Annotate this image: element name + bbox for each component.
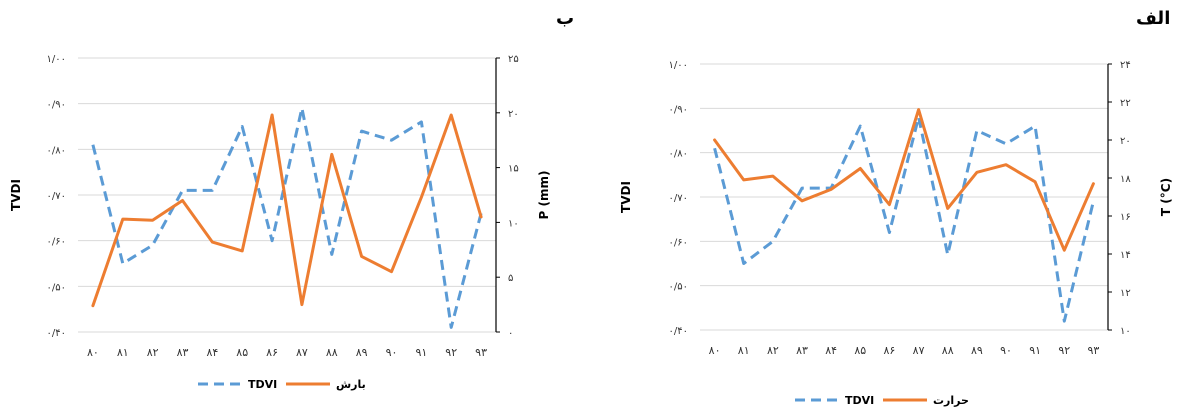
chart-temperature-tvdi: ۰/۴۰ ۰/۵۰ ۰/۶۰ ۰/۷۰ ۰/۸۰ ۰/۹۰ ۱/۰۰ ۱۰ ۱۲ ۱۴ ۱۶ ۱۸ ۲۰… <box>619 60 1173 407</box>
legend-label-tdvi: TDVI <box>845 394 874 407</box>
x-tick-label: ۹۰ <box>386 346 398 359</box>
right-tick-label: ۱۸ <box>1120 174 1131 185</box>
right-tick-label: ۲۴ <box>1120 60 1131 71</box>
series-line-orange <box>713 108 1095 252</box>
x-tick-label: ۹۳ <box>1088 344 1100 357</box>
x-tick-label: ۸۷ <box>296 346 308 359</box>
left-tick-label: ۰/۶۰ <box>47 237 66 248</box>
chart-precipitation-tvdi: ۰/۴۰ ۰/۵۰ ۰/۶۰ ۰/۷۰ ۰/۸۰ ۰/۹۰ ۱/۰۰ ۰ ۵ ۱۰ ۱۵ ۲۰ ۲۵ ۸۰… <box>9 54 551 391</box>
x-tick-label: ۸۴ <box>825 344 837 357</box>
right-axis-title: T (°C) <box>1159 178 1173 216</box>
x-tick-label: ۸۳ <box>796 344 808 357</box>
right-tick-label: ۱۰ <box>1120 326 1131 337</box>
x-tick-label: ۸۵ <box>854 344 866 357</box>
x-tick-label: ۹۱ <box>415 346 427 359</box>
right-tick-label: ۰ <box>508 328 513 339</box>
left-tick-label: ۰/۴۰ <box>47 328 66 339</box>
right-tick-label: ۱۴ <box>1120 250 1131 261</box>
left-tick-label: ۰/۴۰ <box>669 326 688 337</box>
left-tick-label: ۰/۷۰ <box>47 191 66 202</box>
left-tick-label: ۰/۵۰ <box>47 282 66 293</box>
x-tick-label: ۸۶ <box>884 344 896 357</box>
left-tick-label: ۱/۰۰ <box>669 60 688 71</box>
x-tick-label: ۸۳ <box>177 346 189 359</box>
x-tick-label: ۸۹ <box>971 344 983 357</box>
right-tick-label: ۱۰ <box>508 218 519 229</box>
x-tick-label: ۹۱ <box>1029 344 1041 357</box>
panel-label-alef: الف <box>1136 8 1171 29</box>
right-tick-label: ۱۲ <box>1120 288 1131 299</box>
left-tick-label: ۰/۸۰ <box>47 145 66 156</box>
right-tick-label: ۲۰ <box>508 109 519 120</box>
left-tick-label: ۱/۰۰ <box>47 54 66 65</box>
x-tick-label: ۸۵ <box>236 346 248 359</box>
series-line-orange <box>91 113 483 308</box>
x-tick-label: ۸۹ <box>356 346 368 359</box>
left-tick-label: ۰/۶۰ <box>669 237 688 248</box>
x-tick-label: ۸۷ <box>913 344 925 357</box>
x-tick-label: ۸۸ <box>326 346 338 359</box>
right-tick-label: ۱۶ <box>1120 212 1131 223</box>
x-tick-label: ۹۰ <box>1000 344 1012 357</box>
left-tick-label: ۰/۵۰ <box>669 282 688 293</box>
x-tick-label: ۹۲ <box>445 346 457 359</box>
x-tick-label: ۹۲ <box>1058 344 1070 357</box>
right-tick-label: ۱۵ <box>508 164 519 175</box>
panel-label-b: ب <box>556 8 575 29</box>
left-tick-label: ۰/۸۰ <box>669 149 688 160</box>
x-tick-label: ۸۲ <box>147 346 159 359</box>
left-tick-label: ۰/۹۰ <box>669 104 688 115</box>
series-line-tdvi <box>713 115 1095 323</box>
legend-label-orange: بارش <box>336 378 366 391</box>
x-tick-label: ۹۳ <box>475 346 487 359</box>
left-axis-title: TVDI <box>9 179 23 211</box>
x-tick-label: ۸۴ <box>206 346 218 359</box>
x-tick-label: ۸۲ <box>767 344 779 357</box>
series-line-tdvi <box>91 106 483 329</box>
legend-label-tdvi: TDVI <box>248 378 277 391</box>
right-axis-title: P (mm) <box>537 171 551 220</box>
x-tick-label: ۸۱ <box>117 346 129 359</box>
legend-label-orange: حرارت <box>933 394 969 407</box>
right-tick-label: ۵ <box>508 273 513 284</box>
x-tick-label: ۸۸ <box>942 344 954 357</box>
x-tick-label: ۸۰ <box>709 344 721 357</box>
left-axis-title: TVDI <box>619 181 633 213</box>
right-tick-label: ۲۲ <box>1120 98 1131 109</box>
left-tick-label: ۰/۷۰ <box>669 193 688 204</box>
x-tick-label: ۸۶ <box>266 346 278 359</box>
right-tick-label: ۲۰ <box>1120 136 1131 147</box>
left-tick-label: ۰/۹۰ <box>47 100 66 111</box>
x-tick-label: ۸۰ <box>87 346 99 359</box>
x-tick-label: ۸۱ <box>738 344 750 357</box>
right-tick-label: ۲۵ <box>508 54 519 65</box>
